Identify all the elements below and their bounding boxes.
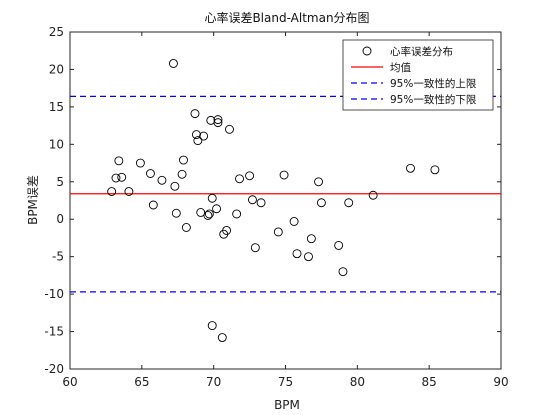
x-tick-label: 65 bbox=[134, 375, 149, 389]
data-point bbox=[207, 193, 217, 203]
data-point bbox=[256, 198, 266, 208]
data-point bbox=[204, 209, 214, 219]
y-tick-label: -20 bbox=[44, 362, 64, 376]
y-tick-label: 0 bbox=[56, 212, 64, 226]
data-point bbox=[179, 155, 188, 165]
legend-entry-lower-limit: 95%一致性的下限 bbox=[351, 93, 477, 106]
data-point bbox=[168, 59, 178, 68]
data-point bbox=[250, 243, 260, 253]
data-point bbox=[212, 204, 221, 214]
data-point bbox=[171, 208, 181, 218]
data-point bbox=[344, 198, 354, 208]
legend-label-upper-limit: 95%一致性的上限 bbox=[390, 77, 477, 90]
data-point bbox=[217, 333, 227, 342]
y-tick-label: -5 bbox=[52, 250, 64, 264]
data-point bbox=[213, 115, 223, 125]
data-point bbox=[430, 165, 440, 175]
data-point bbox=[111, 173, 121, 183]
y-tick-label: 25 bbox=[49, 25, 64, 39]
data-point bbox=[292, 249, 302, 259]
data-point bbox=[157, 175, 167, 185]
legend-label-mean: 均值 bbox=[390, 61, 411, 74]
x-tick-label: 75 bbox=[278, 375, 293, 389]
data-point bbox=[279, 170, 289, 180]
chart-title: 心率误差Bland-Altman分布图 bbox=[204, 10, 369, 25]
data-point bbox=[232, 209, 242, 219]
y-axis-title: BPM误差 bbox=[26, 175, 40, 225]
data-point bbox=[334, 240, 344, 250]
data-point bbox=[148, 200, 158, 210]
data-point bbox=[314, 177, 323, 187]
legend-label-lower-limit: 95%一致性的下限 bbox=[390, 93, 477, 106]
x-axis-title: BPM bbox=[274, 398, 300, 412]
data-point bbox=[193, 136, 203, 146]
data-point bbox=[177, 169, 187, 179]
legend-entry-scatter: 心率误差分布 bbox=[362, 45, 453, 58]
data-point bbox=[114, 156, 124, 166]
data-point bbox=[406, 163, 415, 173]
y-tick-label: -10 bbox=[44, 287, 64, 301]
data-point bbox=[181, 223, 191, 232]
data-point bbox=[306, 234, 316, 244]
data-point bbox=[289, 217, 299, 226]
data-point bbox=[146, 169, 155, 178]
data-point bbox=[170, 181, 180, 191]
y-tick-label: 15 bbox=[49, 100, 64, 114]
legend-entry-upper-limit: 95%一致性的上限 bbox=[351, 77, 477, 90]
y-tick-label: -15 bbox=[44, 325, 64, 339]
data-point bbox=[203, 211, 213, 220]
data-point bbox=[273, 227, 283, 237]
data-point bbox=[199, 131, 209, 141]
x-tick-label: 70 bbox=[206, 375, 221, 389]
data-point bbox=[222, 226, 232, 235]
data-point bbox=[368, 190, 378, 200]
y-tick-label: 5 bbox=[56, 175, 64, 189]
data-point bbox=[117, 172, 127, 182]
legend: 心率误差分布 均值 95%一致性的上限 95%一致性的下限 bbox=[342, 39, 494, 111]
data-point bbox=[245, 171, 255, 181]
data-point bbox=[213, 118, 223, 128]
axis-ticks: 60 65 70 75 80 85 90 -20 -15 -10 -5 0 5 10 15 20 25 bbox=[44, 25, 508, 389]
data-point bbox=[225, 124, 234, 134]
y-tick-label: 20 bbox=[49, 62, 64, 76]
data-point bbox=[124, 187, 134, 196]
data-points bbox=[107, 59, 440, 342]
data-point bbox=[135, 158, 145, 168]
x-tick-label: 80 bbox=[350, 375, 365, 389]
legend-label-scatter: 心率误差分布 bbox=[390, 45, 453, 58]
data-point bbox=[235, 174, 244, 184]
data-point bbox=[338, 267, 348, 277]
legend-entry-mean: 均值 bbox=[351, 61, 411, 74]
data-point bbox=[191, 130, 201, 140]
data-point bbox=[190, 109, 200, 119]
data-point bbox=[248, 195, 257, 205]
x-tick-label: 85 bbox=[422, 375, 437, 389]
x-tick-label: 90 bbox=[493, 375, 508, 389]
reference-lines bbox=[70, 95, 501, 293]
legend-marker-circle bbox=[362, 46, 372, 56]
data-point bbox=[207, 321, 217, 331]
x-tick-label: 60 bbox=[62, 375, 77, 389]
data-point bbox=[304, 252, 313, 262]
legend-box bbox=[342, 39, 494, 111]
data-point bbox=[107, 187, 117, 196]
data-point bbox=[316, 198, 326, 208]
y-tick-label: 10 bbox=[49, 137, 64, 151]
